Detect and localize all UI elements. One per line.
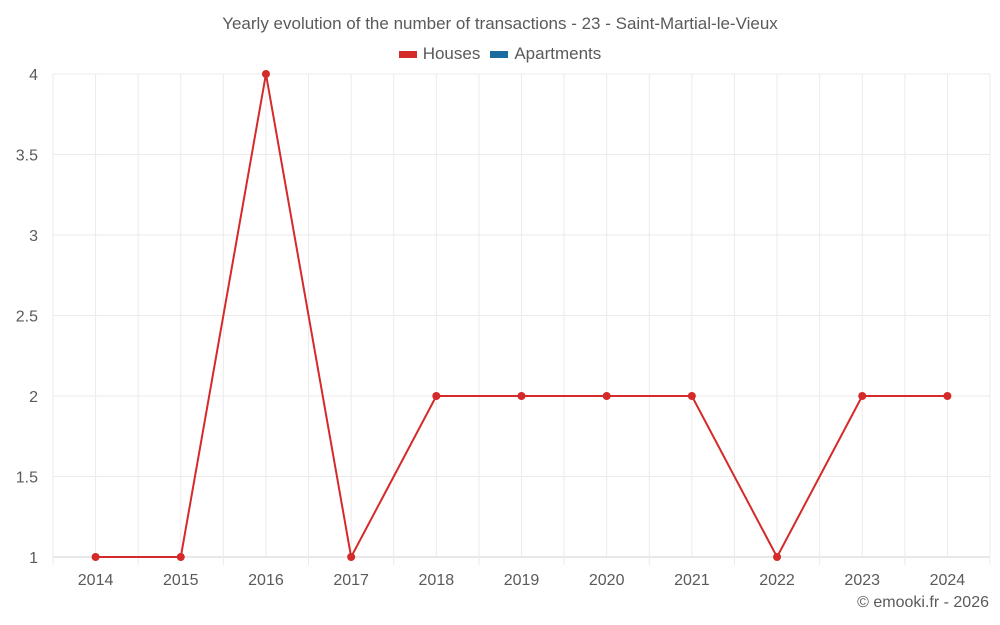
data-point	[91, 553, 100, 561]
x-tick-label: 2022	[759, 572, 795, 589]
data-point	[602, 392, 611, 400]
data-point	[261, 70, 270, 78]
data-point	[176, 553, 185, 561]
x-tick-label: 2016	[248, 572, 284, 589]
y-tick-label: 3.5	[16, 148, 38, 165]
y-tick-label: 2.5	[16, 309, 38, 326]
data-point	[517, 392, 526, 400]
data-point	[773, 553, 782, 561]
x-tick-label: 2014	[78, 572, 114, 589]
x-tick-label: 2021	[674, 572, 710, 589]
data-point	[858, 392, 867, 400]
data-point	[347, 553, 356, 561]
chart-legend: Houses Apartments	[0, 44, 1000, 64]
x-tick-label: 2019	[504, 572, 540, 589]
x-tick-label: 2018	[419, 572, 455, 589]
x-tick-label: 2024	[930, 572, 966, 589]
x-tick-label: 2017	[333, 572, 369, 589]
y-tick-label: 4	[29, 67, 38, 84]
chart-title: Yearly evolution of the number of transa…	[222, 14, 778, 33]
y-tick-label: 1.5	[16, 470, 38, 487]
y-tick-label: 3	[29, 228, 38, 245]
legend-label-houses: Houses	[422, 44, 481, 63]
legend-item-houses[interactable]: Houses	[398, 44, 481, 64]
houses-swatch-icon	[398, 50, 417, 58]
x-tick-label: 2020	[589, 572, 625, 589]
apartments-swatch-icon	[490, 50, 509, 58]
data-point	[432, 392, 441, 400]
data-point	[687, 392, 696, 400]
x-tick-label: 2023	[844, 572, 880, 589]
copyright-credit: © emooki.fr - 2026	[857, 594, 989, 611]
x-tick-label: 2015	[163, 572, 199, 589]
data-point	[943, 392, 952, 400]
y-tick-label: 1	[29, 550, 38, 567]
legend-item-apartments[interactable]: Apartments	[490, 44, 601, 64]
legend-label-apartments: Apartments	[514, 44, 602, 63]
y-tick-label: 2	[29, 389, 38, 406]
